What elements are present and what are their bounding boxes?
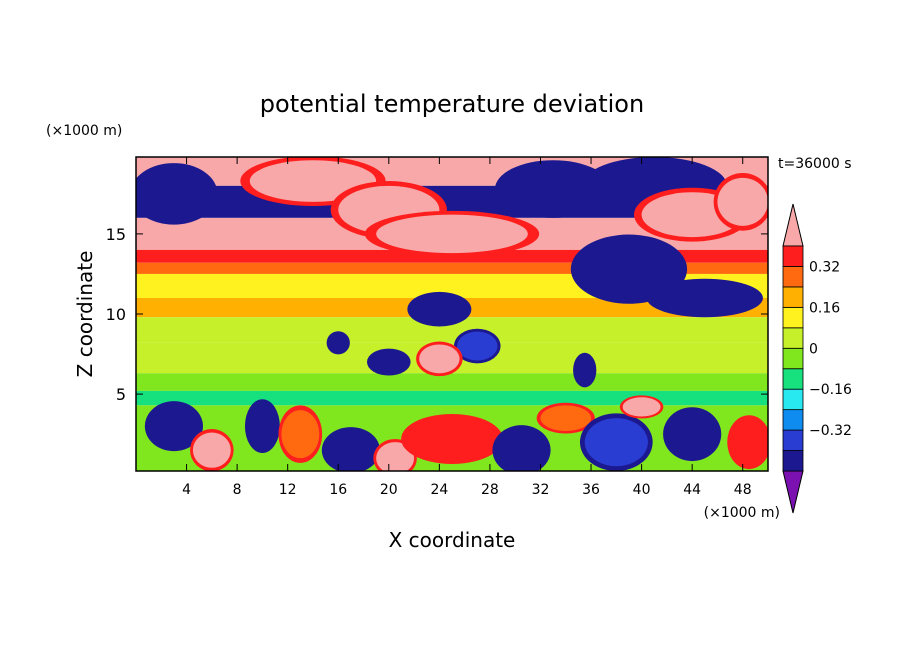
contour-band-9 [136,373,768,391]
colorbar-bottom-triangle [782,470,804,514]
x-axis: 4 8 12 16 20 24 28 32 36 40 44 48 [182,157,752,498]
contour-cell-4 [502,165,604,214]
contour-cell-16 [148,405,200,447]
colorbar-swatch [782,429,804,451]
colorbar-tick-label: 0.32 [809,259,840,275]
x-tick-label: 20 [380,482,398,498]
contour-cell-9 [654,281,756,314]
contour-cell-23 [496,429,547,471]
x-tick-label: 36 [582,482,600,498]
x-tick-label: 8 [233,482,242,498]
contour-cell-20 [325,430,377,470]
y-tick-label: 10 [106,305,126,324]
contour-cell-7 [717,177,768,226]
contour-cell-8 [578,240,680,298]
colorbar-swatch [782,409,804,431]
colorbar: 0.32 0.16 0 −0.16 −0.32 [782,203,852,514]
contour-cell-28 [730,419,768,465]
contour-cell-14 [328,333,349,353]
time-label: t=36000 s [778,156,852,172]
x-tick-label: 16 [329,482,347,498]
colorbar-swatch [782,368,804,390]
x-axis-label: X coordinate [389,528,516,552]
colorbar-tick-label: −0.16 [809,382,852,398]
contour-cell-26 [622,397,661,417]
colorbar-top-triangle [782,203,804,247]
x-tick-label: 40 [633,482,651,498]
contour-cell-17 [192,432,231,468]
contour-cell-21 [376,442,415,471]
contour-cell-0 [136,168,212,220]
colorbar-swatch [782,306,804,329]
colorbar-tick-label: 0 [809,341,818,357]
y-axis: 5 10 15 [106,225,768,404]
contour-cell-11 [457,331,498,361]
y-unit-label: (×1000 m) [46,123,122,139]
x-tick-label: 4 [182,482,191,498]
plot-area [136,157,768,471]
contour-cell-19 [281,410,320,459]
contour-cell-10 [411,294,468,324]
colorbar-swatch [782,266,804,288]
x-tick-label: 24 [430,482,448,498]
contour-cell-12 [419,344,460,374]
y-tick-label: 5 [116,385,126,404]
contour-cell-25 [584,418,648,467]
colorbar-swatch [782,388,804,411]
x-tick-label: 28 [481,482,499,498]
x-unit-label: (×1000 m) [704,505,780,521]
colorbar-swatch [782,245,804,267]
contour-cell-24 [540,405,592,431]
x-tick-label: 44 [683,482,701,498]
contour-cell-18 [247,403,278,449]
contour-cell-13 [369,350,408,374]
colorbar-swatch [782,327,804,349]
contour-cell-22 [407,418,497,460]
x-tick-label: 12 [279,482,297,498]
y-axis-label: Z coordinate [73,251,97,378]
contour-cell-27 [666,411,718,457]
colorbar-swatch [782,347,804,370]
contour-band-4 [136,262,768,274]
x-tick-label: 48 [734,482,752,498]
x-tick-label: 32 [532,482,550,498]
chart-title: potential temperature deviation [260,90,644,118]
y-tick-label: 15 [106,225,126,244]
contour-cell-15 [574,355,595,385]
colorbar-tick-label: 0.16 [809,300,840,316]
contour-cell-3 [376,214,528,254]
colorbar-swatch [782,286,804,308]
contour-band-10 [136,390,768,406]
colorbar-tick-label: −0.32 [809,423,852,439]
colorbar-swatch [782,450,804,472]
contour-cells [136,157,768,471]
